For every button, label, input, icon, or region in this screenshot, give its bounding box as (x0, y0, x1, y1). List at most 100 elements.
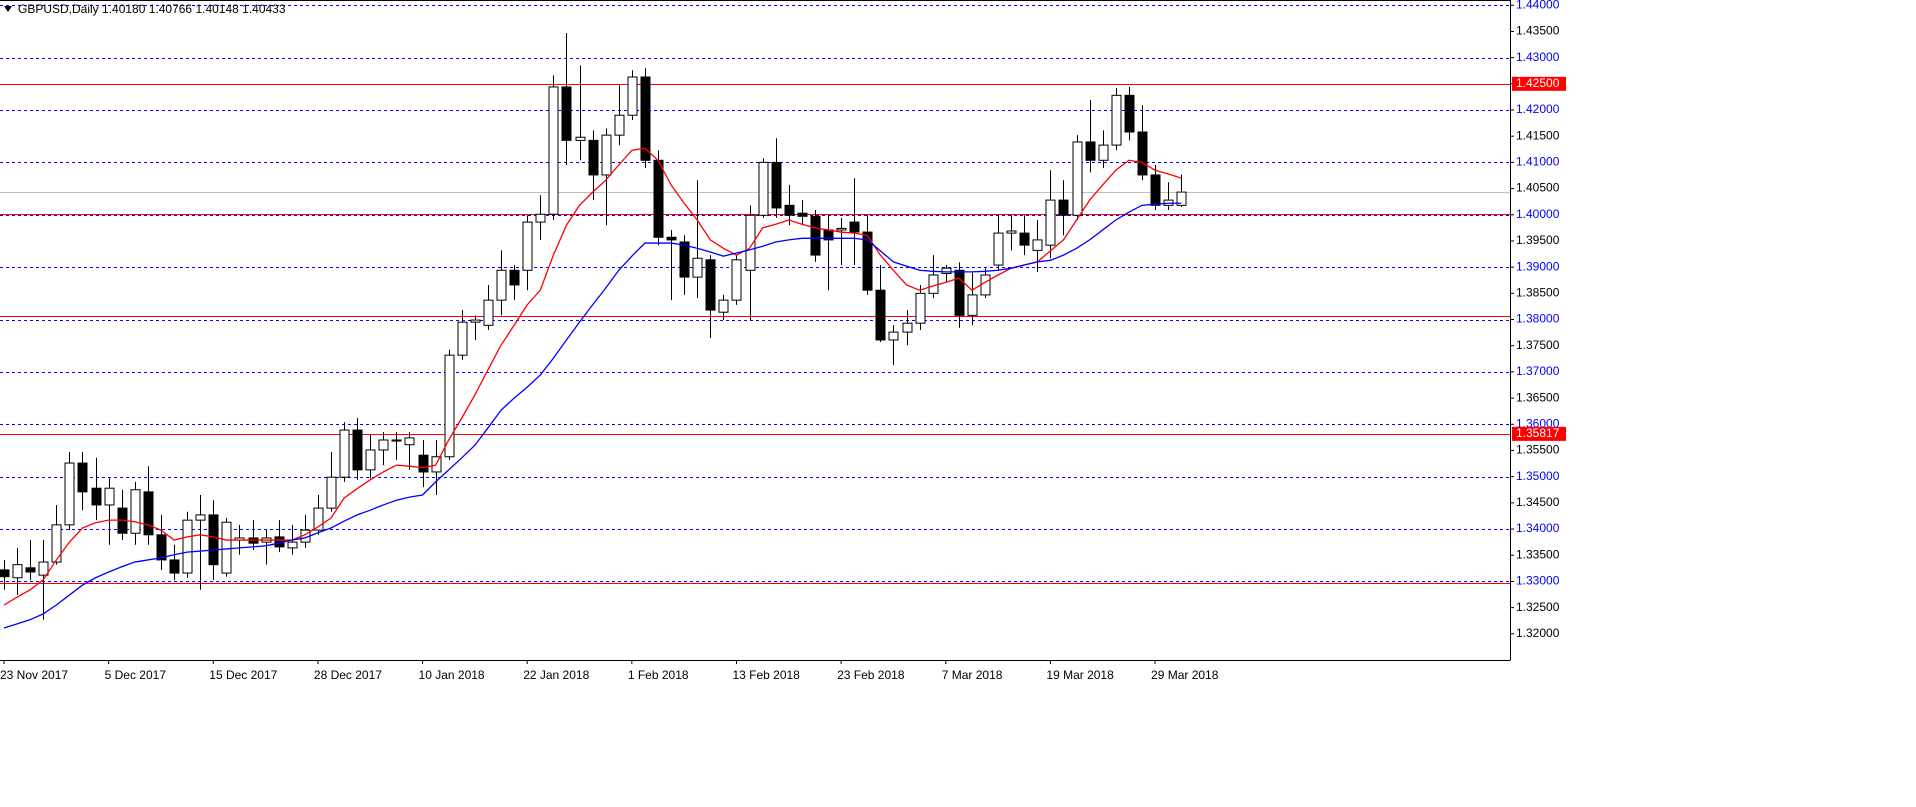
candle-body (1176, 191, 1187, 206)
candle-body (954, 269, 965, 316)
candle-body (313, 507, 324, 531)
y-tick-label: 1.40500 (1516, 181, 1560, 195)
candle-body (614, 114, 625, 136)
candle-body (849, 221, 860, 233)
x-tick-label: 10 Jan 2018 (419, 668, 485, 682)
candle-body (928, 274, 939, 294)
candle-body (718, 299, 729, 313)
candle-body (457, 321, 468, 356)
x-tick-label: 28 Dec 2017 (314, 668, 382, 682)
candle-body (758, 161, 769, 216)
candle-body (378, 439, 389, 451)
candle-body (25, 567, 36, 573)
candle-body (601, 134, 612, 176)
candle-body (915, 292, 926, 324)
y-tick-label: 1.41500 (1516, 128, 1560, 142)
candle-body (548, 86, 559, 215)
x-tick-label: 15 Dec 2017 (209, 668, 277, 682)
y-tick-label: 1.43500 (1516, 24, 1560, 38)
price-label-box (1512, 426, 1566, 441)
candle-body (156, 534, 167, 561)
candle-body (575, 136, 586, 141)
chart-header: GBPUSD,Daily 1.40180 1.40766 1.40148 1.4… (18, 2, 286, 16)
candle-body (705, 259, 716, 311)
candle-body (91, 487, 102, 506)
y-tick-label: 1.32500 (1516, 600, 1560, 614)
x-tick-label: 7 Mar 2018 (942, 668, 1003, 682)
candle-body (810, 215, 821, 256)
candle-body (836, 227, 847, 231)
candle-body (1111, 94, 1122, 146)
candle-body (470, 319, 481, 323)
candle-body (1072, 141, 1083, 216)
candle-body (561, 86, 572, 141)
y-tick-label: 1.37000 (1516, 364, 1560, 378)
y-tick-label: 1.44000 (1516, 0, 1560, 11)
candle-body (64, 462, 75, 526)
y-tick-label: 1.42500 (1516, 76, 1560, 90)
y-tick-label: 1.34500 (1516, 495, 1560, 509)
candle-body (771, 161, 782, 209)
candle-body (1137, 131, 1148, 176)
candle-body (875, 289, 886, 341)
candle-body (1098, 144, 1109, 161)
y-tick-label: 1.41000 (1516, 155, 1560, 169)
candle-body (888, 331, 899, 341)
candle-body (640, 76, 651, 161)
y-tick-label: 1.39500 (1516, 233, 1560, 247)
candle-body (483, 299, 494, 326)
y-tick-label: 1.39000 (1516, 259, 1560, 273)
x-tick-label: 1 Feb 2018 (628, 668, 689, 682)
candle-body (221, 521, 232, 574)
candle-body (993, 232, 1004, 266)
y-tick-label: 1.42000 (1516, 102, 1560, 116)
candle-body (182, 519, 193, 574)
candle-body (444, 354, 455, 458)
candle-body (588, 139, 599, 176)
y-tick-label: 1.34000 (1516, 521, 1560, 535)
header-arrow (4, 6, 12, 12)
x-tick-label: 23 Nov 2017 (0, 668, 68, 682)
candle-body (731, 259, 742, 301)
y-tick-label: 1.37500 (1516, 338, 1560, 352)
candle-body (692, 257, 703, 278)
x-tick-label: 5 Dec 2017 (105, 668, 167, 682)
candle-body (535, 213, 546, 223)
y-tick-label: 1.35000 (1516, 469, 1560, 483)
candle-body (1058, 199, 1069, 216)
candle-body (1032, 239, 1043, 251)
x-tick-label: 19 Mar 2018 (1046, 668, 1114, 682)
candle-body (653, 159, 664, 238)
y-tick-label: 1.38000 (1516, 312, 1560, 326)
moving-average-line (3, 147, 1182, 606)
price-label: 1.35817 (1516, 426, 1560, 440)
horizontal-lines (0, 5, 1510, 584)
candle-body (745, 214, 756, 271)
candle-body (104, 487, 115, 506)
candle-body (352, 429, 363, 471)
candle-body (12, 564, 23, 579)
candle-body (496, 269, 507, 301)
candle-body (627, 76, 638, 116)
candle-body (1150, 174, 1161, 206)
y-tick-label: 1.32000 (1516, 626, 1560, 640)
candle-body (195, 514, 206, 521)
candle-body (784, 204, 795, 216)
candle-body (967, 294, 978, 316)
x-tick-label: 23 Feb 2018 (837, 668, 905, 682)
candle-body (522, 221, 533, 271)
candle-body (941, 267, 952, 274)
axes: 1.32000 1.32500 1.33000 1.33500 1.34000 1.345… (0, 0, 1566, 682)
price-label-box (1512, 76, 1566, 91)
x-tick-label: 29 Mar 2018 (1151, 668, 1219, 682)
candle-body (77, 462, 88, 493)
candle-body (339, 429, 350, 478)
candle-body (169, 559, 180, 574)
y-tick-label: 1.33000 (1516, 574, 1560, 588)
candle-body (391, 439, 402, 442)
candle-body (418, 454, 429, 473)
candle-body (130, 489, 141, 534)
